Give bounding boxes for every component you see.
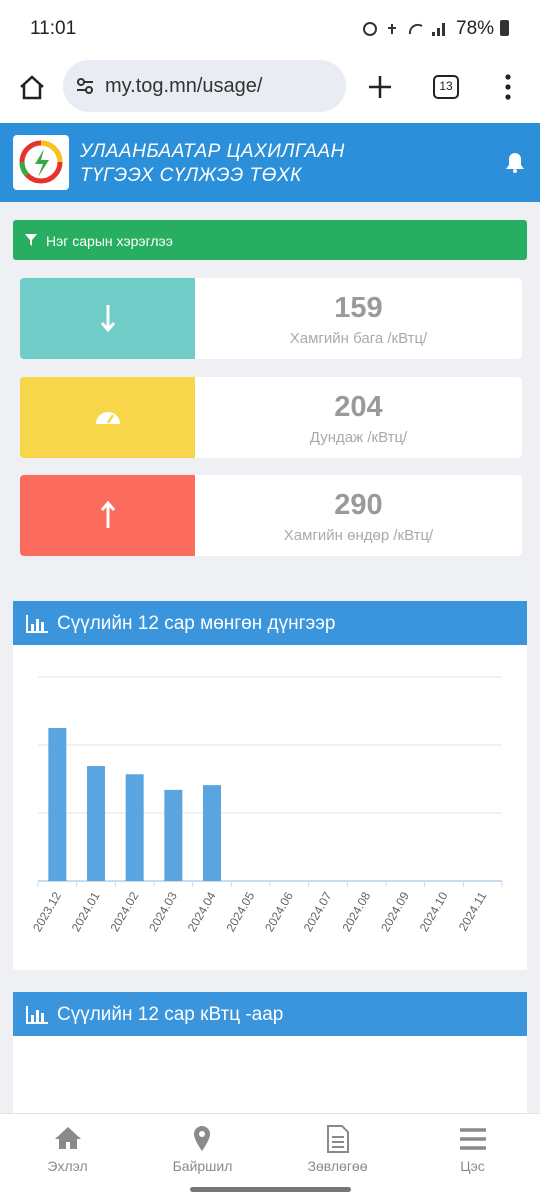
filter-label: Нэг сарын хэрэглээ (46, 233, 173, 249)
x-tick-label: 2024.01 (69, 889, 103, 934)
x-tick-label: 2024.10 (417, 889, 451, 934)
stat-value: 159 (334, 292, 383, 324)
new-tab-button[interactable] (367, 74, 393, 100)
home-indicator (190, 1187, 351, 1192)
bar (203, 785, 221, 881)
stat-value: 204 (334, 391, 383, 423)
x-tick-label: 2023.12 (30, 889, 64, 934)
panel-header: Сүүлийн 12 сар кВтц -аар (13, 992, 527, 1036)
chart-title: Сүүлийн 12 сар мөнгөн дүнгээр (57, 613, 336, 634)
battery: 78% (456, 18, 495, 39)
bar (125, 774, 144, 881)
stat-value: 290 (334, 489, 383, 521)
site-title: ТҮГЭЭХ СҮЛЖЭЭ ТӨХК (80, 165, 302, 186)
panel-header: Сүүлийн 12 сар мөнгөн дүнгээр (13, 601, 527, 645)
logo[interactable] (13, 135, 69, 190)
panel-body (13, 1036, 527, 1116)
x-tick-label: 2024.06 (262, 889, 296, 934)
chart: 2023.12 2024.01 2024.02 2024.03 2024.04 2024.… (30, 676, 503, 934)
home-button[interactable] (18, 74, 46, 100)
x-tick-label: 2024.09 (378, 889, 412, 934)
x-tick-label: 2024.11 (456, 889, 490, 933)
stat-card: 204 Дундаж /кВтц/ (20, 377, 522, 458)
bar (164, 789, 183, 881)
x-tick-label: 2024.08 (339, 889, 373, 934)
filter-bar[interactable]: Нэг сарын хэрэглээ (13, 220, 527, 260)
url-bar[interactable]: my.tog.mn/usage/ (63, 60, 346, 112)
battery-icon (500, 20, 509, 36)
status-icons (362, 20, 450, 38)
bar (87, 766, 105, 881)
stat-card: 159 Хамгийн бага /кВтц/ (20, 278, 522, 359)
stat-icon (20, 278, 195, 359)
browser-bar: my.tog.mn/usage/ 13 (0, 50, 540, 123)
x-tick-label: 2024.03 (146, 889, 180, 934)
x-tick-label: 2024.02 (107, 889, 141, 934)
url: my.tog.mn/usage/ (105, 75, 263, 97)
status-bar: 11:01 78% (0, 0, 540, 50)
bar (48, 728, 67, 881)
site-title: УЛААНБААТАР ЦАХИЛГААН (80, 141, 345, 162)
stat-label: Хамгийн өндөр /кВтц/ (283, 527, 434, 544)
x-tick-label: 2024.04 (185, 889, 219, 934)
stat-label: Хамгийн бага /кВтц/ (289, 330, 428, 347)
site-header: УЛААНБААТАР ЦАХИЛГААН ТҮГЭЭХ СҮЛЖЭЭ ТӨХК (0, 123, 540, 202)
stat-icon (20, 377, 195, 458)
nav-item[interactable]: Зөвлөгөө (307, 1158, 368, 1174)
tab-switcher[interactable]: 13 (433, 75, 459, 99)
x-tick-label: 2024.05 (223, 889, 257, 934)
menu-button[interactable] (504, 74, 512, 100)
notification-bell[interactable] (505, 151, 525, 173)
panel-title: Сүүлийн 12 сар кВтц -аар (57, 1004, 284, 1025)
nav-item[interactable]: Цэс (460, 1158, 485, 1174)
bottom-nav (0, 1113, 540, 1200)
nav-item[interactable]: Байршил (172, 1158, 233, 1174)
stat-icon (20, 475, 195, 556)
time: 11:01 (30, 18, 77, 39)
tab-count: 13 (439, 79, 453, 93)
x-tick-label: 2024.07 (301, 889, 335, 934)
nav-item[interactable]: Эхлэл (47, 1158, 88, 1174)
chart-panel: 2023.12 2024.01 2024.02 2024.03 2024.04 2024.… (13, 645, 527, 970)
stat-label: Дундаж /кВтц/ (309, 429, 408, 446)
stat-card: 290 Хамгийн өндөр /кВтц/ (20, 475, 522, 556)
